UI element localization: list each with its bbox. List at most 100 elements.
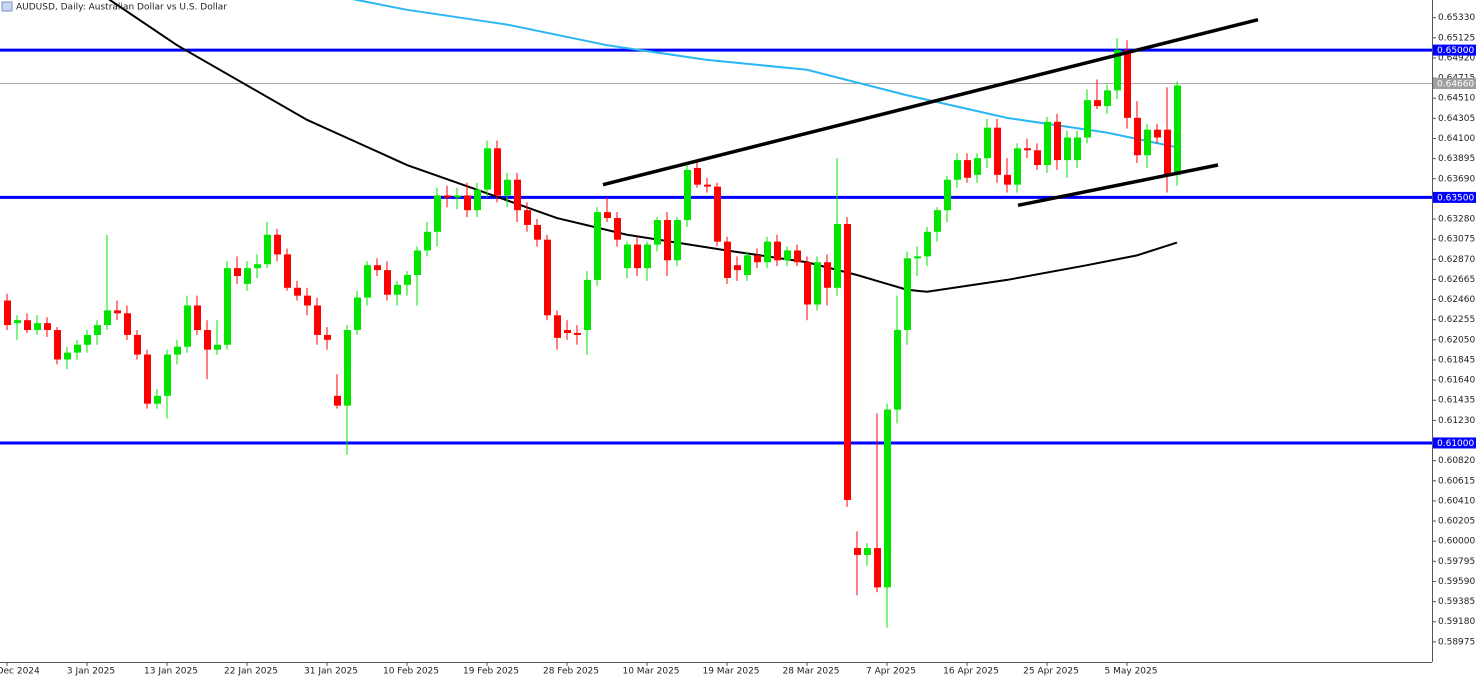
- level-label: 0.63500: [1437, 193, 1474, 203]
- candle-body: [1104, 90, 1111, 107]
- candle-body: [134, 334, 141, 355]
- candle-body: [374, 265, 381, 271]
- candle-body: [914, 256, 921, 259]
- candle-body: [474, 189, 481, 211]
- candle-body: [344, 330, 351, 406]
- x-tick-label: 28 Mar 2025: [782, 667, 839, 677]
- x-tick-label: 22 Jan 2025: [224, 667, 278, 677]
- candle-body: [414, 250, 421, 276]
- candle-body: [334, 395, 341, 406]
- candle-body: [824, 262, 831, 288]
- y-tick-label: 0.64920: [1438, 53, 1475, 63]
- candle-body: [114, 310, 121, 314]
- candle-body: [154, 395, 161, 404]
- candle-body: [144, 354, 151, 404]
- candle-body: [1024, 148, 1031, 151]
- candle-body: [664, 220, 671, 261]
- candle-body: [4, 300, 11, 326]
- y-tick-label: 0.62665: [1438, 275, 1475, 285]
- x-tick-label: 28 Feb 2025: [543, 667, 599, 677]
- candle-body: [1084, 100, 1091, 138]
- candle-body: [284, 254, 291, 288]
- candle-body: [54, 330, 61, 360]
- y-tick-label: 0.64305: [1438, 114, 1475, 124]
- y-tick-label: 0.59180: [1438, 617, 1475, 627]
- candle-body: [274, 234, 281, 255]
- candle-body: [884, 409, 891, 588]
- y-tick-label: 0.59590: [1438, 577, 1475, 587]
- candle-body: [434, 195, 441, 232]
- candle-body: [894, 330, 901, 410]
- candle-body: [574, 332, 581, 335]
- candle-body: [504, 179, 511, 196]
- candle-body: [464, 195, 471, 211]
- candle-body: [1004, 174, 1011, 185]
- candle-body: [1134, 117, 1141, 156]
- candle-body: [614, 218, 621, 240]
- candle-body: [264, 234, 271, 265]
- x-tick-label: 13 Jan 2025: [144, 667, 198, 677]
- candle-body: [1114, 50, 1121, 91]
- x-tick-label: 19 Mar 2025: [702, 667, 759, 677]
- x-tick-label: 5 May 2025: [1105, 667, 1158, 677]
- y-tick-label: 0.63895: [1438, 154, 1475, 164]
- candle-body: [934, 210, 941, 232]
- candle-body: [644, 244, 651, 269]
- candle-body: [424, 231, 431, 251]
- candle-body: [1094, 100, 1101, 107]
- candle-body: [624, 244, 631, 269]
- candle-body: [1124, 50, 1131, 118]
- y-tick-label: 0.64100: [1438, 134, 1475, 144]
- candle-body: [104, 310, 111, 326]
- trend-line: [1017, 163, 1219, 207]
- y-tick-label: 0.65125: [1438, 33, 1475, 43]
- level-label: 0.65000: [1437, 46, 1474, 56]
- candle-body: [94, 325, 101, 335]
- y-tick-label: 0.61435: [1438, 396, 1475, 406]
- candle-body: [1074, 137, 1081, 161]
- candle-body: [844, 223, 851, 500]
- candle-body: [364, 265, 371, 298]
- candle-body: [1144, 129, 1151, 156]
- candle-body: [604, 212, 611, 219]
- candle-body: [124, 313, 131, 335]
- y-tick-label: 0.63280: [1438, 215, 1475, 225]
- candle-body: [734, 265, 741, 271]
- y-tick-label: 0.61640: [1438, 376, 1475, 386]
- candle-body: [924, 231, 931, 257]
- x-tick-label: 25 Apr 2025: [1023, 667, 1079, 677]
- level-tag: [1433, 44, 1476, 56]
- candle-body: [944, 179, 951, 211]
- symbol-icon: [1, 1, 13, 12]
- candle-body: [14, 320, 21, 324]
- candle-body: [454, 195, 461, 198]
- y-tick-label: 0.62460: [1438, 295, 1475, 305]
- candle-body: [304, 295, 311, 306]
- candle-body: [204, 330, 211, 350]
- candle-body: [1164, 129, 1171, 175]
- candle-body: [444, 195, 451, 198]
- x-tick-label: 10 Feb 2025: [383, 667, 439, 677]
- candle-body: [244, 268, 251, 284]
- y-tick-label: 0.61230: [1438, 416, 1475, 426]
- candle-body: [704, 184, 711, 187]
- candle-body: [684, 169, 691, 221]
- candle-body: [594, 212, 601, 280]
- y-tick-label: 0.59385: [1438, 597, 1475, 607]
- candle-body: [804, 262, 811, 305]
- candle-body: [764, 241, 771, 263]
- candle-body: [564, 330, 571, 333]
- candle-body: [984, 127, 991, 159]
- candle-body: [1034, 150, 1041, 166]
- candle-body: [544, 239, 551, 316]
- candle-body: [834, 223, 841, 288]
- y-tick-label: 0.62870: [1438, 255, 1475, 265]
- y-tick-label: 0.58975: [1438, 637, 1475, 647]
- candle-body: [44, 323, 51, 331]
- y-tick-label: 0.60410: [1438, 496, 1475, 506]
- candle-body: [164, 354, 171, 396]
- candle-body: [184, 305, 191, 347]
- x-tick-label: 7 Apr 2025: [866, 667, 916, 677]
- candle-body: [24, 320, 31, 331]
